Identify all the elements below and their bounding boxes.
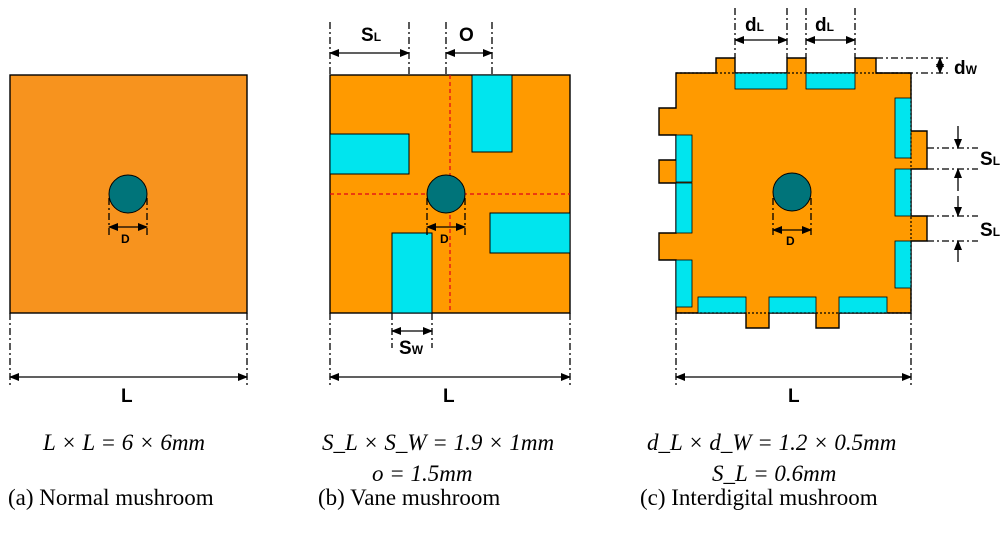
equation-interdigital-2: S_L = 0.6mm [712, 461, 836, 486]
panel-normal-mushroom: D L L × L = 6 × 6mm (a) Normal mushroom [8, 74, 248, 510]
slot-left-1 [675, 134, 693, 183]
L-label: L [121, 386, 133, 407]
via [772, 172, 812, 212]
SW-label: SW [399, 338, 424, 359]
dL1-label: dL [745, 15, 764, 36]
panel-vane-mushroom: D SL O SW L S_L × S_W = 1.9 × 1mm o = 1.… [318, 22, 571, 510]
equation-vane-2: o = 1.5mm [372, 461, 473, 486]
via-label: D [121, 232, 130, 246]
slot-right-2 [894, 168, 912, 217]
slot-bottom-1 [697, 296, 747, 314]
panel-interdigital-mushroom: D dL dL dW SL SL L d_L × d_W = 1.2 × 0.5… [640, 8, 1000, 510]
slot-bottom-3 [838, 296, 888, 314]
L-label: L [788, 386, 800, 407]
dL2-label: dL [815, 15, 834, 36]
via [108, 174, 148, 214]
slot-top [471, 74, 513, 153]
dW-label: dW [954, 58, 978, 79]
slot-bottom-2 [768, 296, 817, 314]
equation-interdigital-1: d_L × d_W = 1.2 × 0.5mm [647, 430, 896, 455]
SL1-label: SL [980, 149, 1000, 170]
via-label: D [440, 232, 449, 246]
caption-normal: (a) Normal mushroom [8, 485, 214, 510]
slot-left-2 [675, 182, 693, 234]
slot-right-1 [894, 97, 912, 159]
caption-interdigital: (c) Interdigital mushroom [640, 485, 878, 510]
slot-left-3 [675, 259, 693, 308]
equation-normal: L × L = 6 × 6mm [42, 430, 205, 455]
slot-right [489, 212, 571, 254]
via-label: D [786, 234, 795, 248]
via [426, 174, 466, 214]
slot-bottom [391, 232, 433, 314]
equation-vane-1: S_L × S_W = 1.9 × 1mm [322, 430, 554, 455]
slot-right-3 [894, 240, 912, 289]
L-label: L [443, 386, 455, 407]
SL-label: SL [361, 25, 381, 46]
SL2-label: SL [980, 220, 1000, 241]
slot-top-2 [805, 72, 856, 90]
slot-top-1 [734, 72, 788, 90]
O-label: O [459, 25, 474, 46]
caption-vane: (b) Vane mushroom [318, 485, 500, 510]
slot-left [329, 133, 410, 175]
